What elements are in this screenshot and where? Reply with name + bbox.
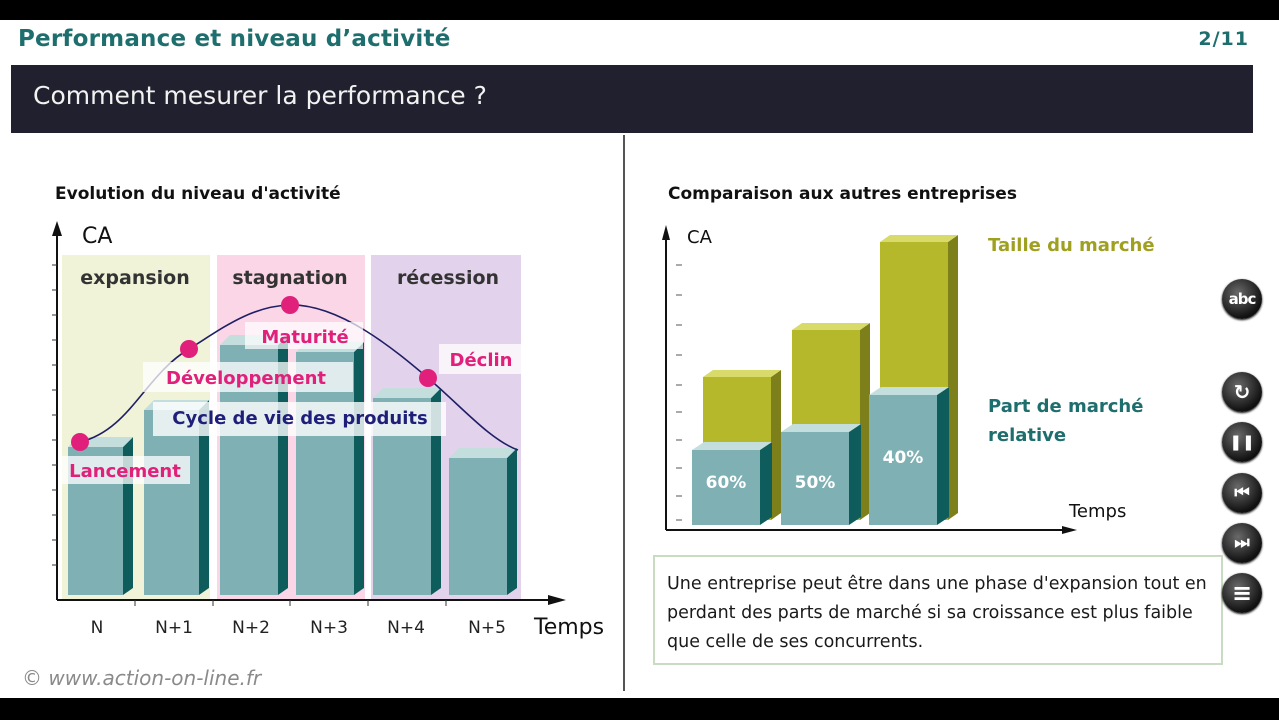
bar-n5 [449, 448, 517, 595]
stage-dot-developpement [180, 340, 198, 358]
previous-button[interactable]: ⏮ [1222, 473, 1262, 513]
tick-n4: N+4 [387, 618, 425, 638]
next-button[interactable]: ⏭ [1222, 523, 1262, 563]
right-y-axis-arrow [662, 225, 670, 240]
market-comparison-chart: CA Temps 60% 50% 40% Taille du marché [662, 225, 1155, 534]
stage-label-developpement: Développement [166, 368, 326, 389]
label-box-developpement [143, 362, 353, 392]
tick-n5: N+5 [468, 618, 506, 638]
tick-n: N [91, 618, 104, 638]
panel-divider [623, 135, 625, 691]
label-box-cycle [153, 402, 446, 436]
right-chart-title: Comparaison aux autres entreprises [668, 184, 1017, 204]
stage-label-maturite: Maturité [261, 327, 348, 348]
stage-dot-declin [419, 369, 437, 387]
stage-dot-maturite [281, 296, 299, 314]
abc-button[interactable]: abc [1222, 279, 1262, 319]
bar-n1 [144, 400, 209, 595]
legend-market-size: Taille du marché [988, 235, 1155, 256]
stage-label-lancement: Lancement [69, 461, 181, 482]
tick-n2: N+2 [232, 618, 270, 638]
left-x-tick-labels: N N+1 N+2 N+3 N+4 N+5 [91, 618, 506, 638]
curve-label: Cycle de vie des produits [172, 408, 427, 429]
left-chart-title: Evolution du niveau d'activité [55, 184, 341, 204]
activity-lifecycle-chart: CA expansion stagnation récession Lancem… [52, 221, 1155, 640]
legend-market-share: Part de marché relative [988, 396, 1144, 446]
phase-label-expansion: expansion [80, 267, 190, 289]
page-counter: 2/11 [1198, 28, 1249, 50]
stage-dot-lancement [71, 433, 89, 451]
tick-n3: N+3 [310, 618, 348, 638]
right-x-label: Temps [1068, 501, 1126, 522]
share-bar-2 [781, 424, 861, 525]
section-title: Comment mesurer la performance ? [33, 81, 487, 110]
phase-label-recession: récession [397, 267, 499, 289]
tick-n1: N+1 [155, 618, 193, 638]
left-y-ticks [52, 264, 57, 566]
right-x-axis-arrow [1062, 526, 1077, 534]
share-label-3: 40% [883, 448, 924, 468]
label-box-declin [439, 344, 521, 374]
replay-button[interactable]: ↻ [1222, 372, 1262, 412]
label-box-maturite [245, 322, 363, 349]
share-bar-3 [869, 387, 949, 525]
left-x-ticks [134, 600, 447, 606]
left-y-axis-arrow [52, 221, 62, 236]
right-y-ticks [676, 264, 682, 521]
module-title: Performance et niveau d’activité [18, 26, 451, 52]
share-bar-1 [692, 442, 772, 525]
pause-button[interactable]: ❚❚ [1222, 422, 1262, 462]
explanation-note: Une entreprise peut être dans une phase … [653, 555, 1223, 665]
right-y-label: CA [687, 227, 713, 248]
label-box-lancement [60, 456, 190, 484]
copyright: © www.action-on-line.fr [22, 666, 262, 690]
phase-label-stagnation: stagnation [232, 267, 347, 289]
left-y-label: CA [82, 224, 112, 249]
share-label-2: 50% [795, 473, 836, 493]
section-header: Comment mesurer la performance ? [11, 65, 1253, 133]
share-label-1: 60% [706, 473, 747, 493]
menu-button[interactable]: ≡ [1222, 573, 1262, 613]
left-x-axis-arrow [548, 595, 566, 605]
left-x-label: Temps [533, 615, 604, 640]
slide: Performance et niveau d’activité 2/11 Co… [0, 20, 1279, 698]
stage-label-declin: Déclin [450, 350, 513, 371]
